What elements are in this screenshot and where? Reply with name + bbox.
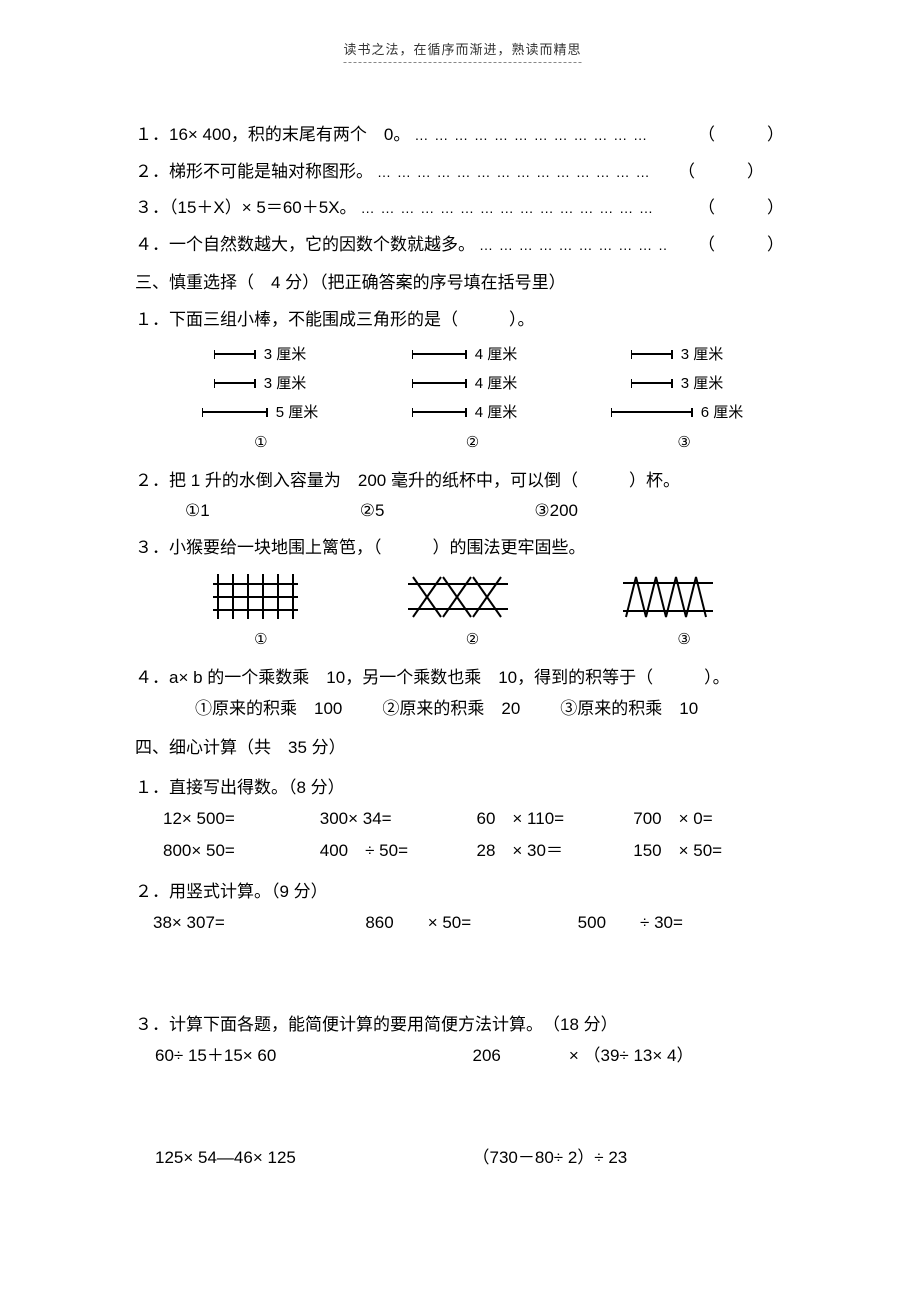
fence-zigzag-icon bbox=[618, 569, 718, 624]
answer-paren: （ ） bbox=[698, 120, 790, 151]
fence-cross-icon bbox=[403, 569, 513, 624]
page-header: 读书之法，在循序而渐进，熟读而精思 bbox=[338, 38, 581, 63]
s3-q2: ２．把 1 升的水倒入容量为 200 毫升的纸杯中，可以倒（ ）杯。 bbox=[135, 466, 790, 497]
stick-group-2: 4 厘米 4 厘米 4 厘米 bbox=[412, 340, 518, 427]
s4-p1-r1: 12× 500= 300× 34= 60 × 110= 700 × 0= bbox=[135, 804, 790, 835]
content: １．16× 400，积的末尾有两个 0。 … … … … … … … … … …… bbox=[135, 120, 790, 1174]
stick-labels: ① ② ③ bbox=[155, 429, 790, 456]
stick-group-1: 3 厘米 3 厘米 5 厘米 bbox=[202, 340, 319, 427]
s3-q4-opts: ①原来的积乘 100 ②原来的积乘 20 ③原来的积乘 10 bbox=[135, 694, 790, 725]
s3-q1: １．下面三组小棒，不能围成三角形的是（ ）。 bbox=[135, 305, 790, 336]
stick-group-3: 3 厘米 3 厘米 6 厘米 bbox=[611, 340, 744, 427]
s4-p1-title: １．直接写出得数。（8 分） bbox=[135, 773, 790, 804]
sticks-diagram: 3 厘米 3 厘米 5 厘米 4 厘米 4 厘米 4 厘米 3 厘米 3 厘米 … bbox=[155, 340, 790, 427]
judge-q3: ３．（15＋X）× 5＝60＋5X。 … … … … … … … … … … …… bbox=[135, 193, 790, 224]
judge-q2: ２．梯形不可能是轴对称图形。 … … … … … … … … … … … … …… bbox=[135, 157, 790, 188]
dots: … … … … … … … … … … … … bbox=[410, 123, 698, 148]
s3-q3: ３．小猴要给一块地围上篱笆，（ ）的围法更牢固些。 bbox=[135, 533, 790, 564]
s4-p2-title: ２．用竖式计算。（9 分） bbox=[135, 877, 790, 908]
judge-q4: ４．一个自然数越大，它的因数个数就越多。 … … … … … … … … … …… bbox=[135, 230, 790, 261]
s3-q4: ４．a× b 的一个乘数乘 10，另一个乘数也乘 10，得到的积等于（ ）。 bbox=[135, 663, 790, 694]
judge-q1: １．16× 400，积的末尾有两个 0。 … … … … … … … … … …… bbox=[135, 120, 790, 151]
section-3-title: 三、慎重选择（ 4 分）（把正确答案的序号填在括号里） bbox=[135, 268, 790, 299]
s4-p3-r2: 125× 54—46× 125 （730－80÷ 2）÷ 23 bbox=[135, 1143, 790, 1174]
fence-diagrams bbox=[155, 569, 770, 624]
s4-p1-r2: 800× 50= 400 ÷ 50= 28 × 30＝ 150 × 50= bbox=[135, 836, 790, 867]
s4-p3-title: ３．计算下面各题，能简便计算的要用简便方法计算。 （18 分） bbox=[135, 1010, 790, 1041]
section-4-title: 四、细心计算（共 35 分） bbox=[135, 733, 790, 764]
s4-p3-r1: 60÷ 15＋15× 60 206 × （39÷ 13× 4） bbox=[135, 1041, 790, 1072]
s4-p2-r1: 38× 307= 860 × 50= 500 ÷ 30= bbox=[135, 908, 790, 939]
s3-q2-opts: ①1 ②5 ③200 bbox=[135, 496, 790, 527]
fence-labels: ① ② ③ bbox=[155, 626, 790, 653]
fence-grid-icon bbox=[208, 569, 298, 624]
